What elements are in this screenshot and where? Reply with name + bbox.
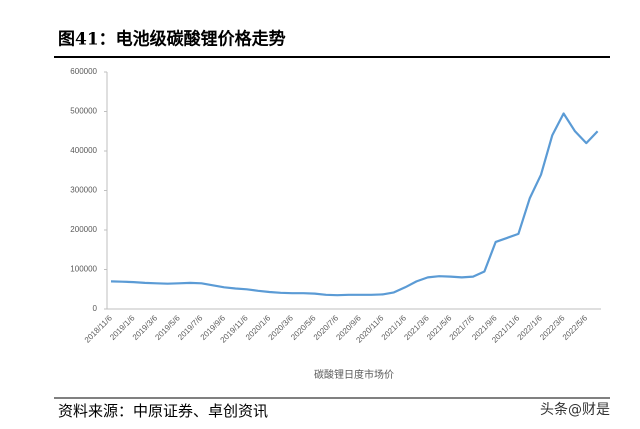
chart-title: 图41：电池级碳酸锂价格走势 [58,29,286,50]
source: 资料来源：中原证券、卓创资讯 [58,402,268,420]
y-tick-label: 300000 [70,186,97,195]
x-tick-label: 2022/5/6 [561,313,590,342]
y-tick-label: 100000 [70,265,97,274]
y-tick-label: 200000 [70,225,97,234]
x-tick-label: 2018/11/6 [83,313,114,344]
y-tick-label: 600000 [70,67,97,76]
y-tick-label: 400000 [70,146,97,155]
y-tick-label: 0 [93,304,98,313]
line-series [110,112,599,297]
legend-label: 碳酸锂日度市场价 [314,368,394,381]
watermark: 头条@财是 [540,401,610,418]
y-tick-label: 500000 [70,107,97,116]
